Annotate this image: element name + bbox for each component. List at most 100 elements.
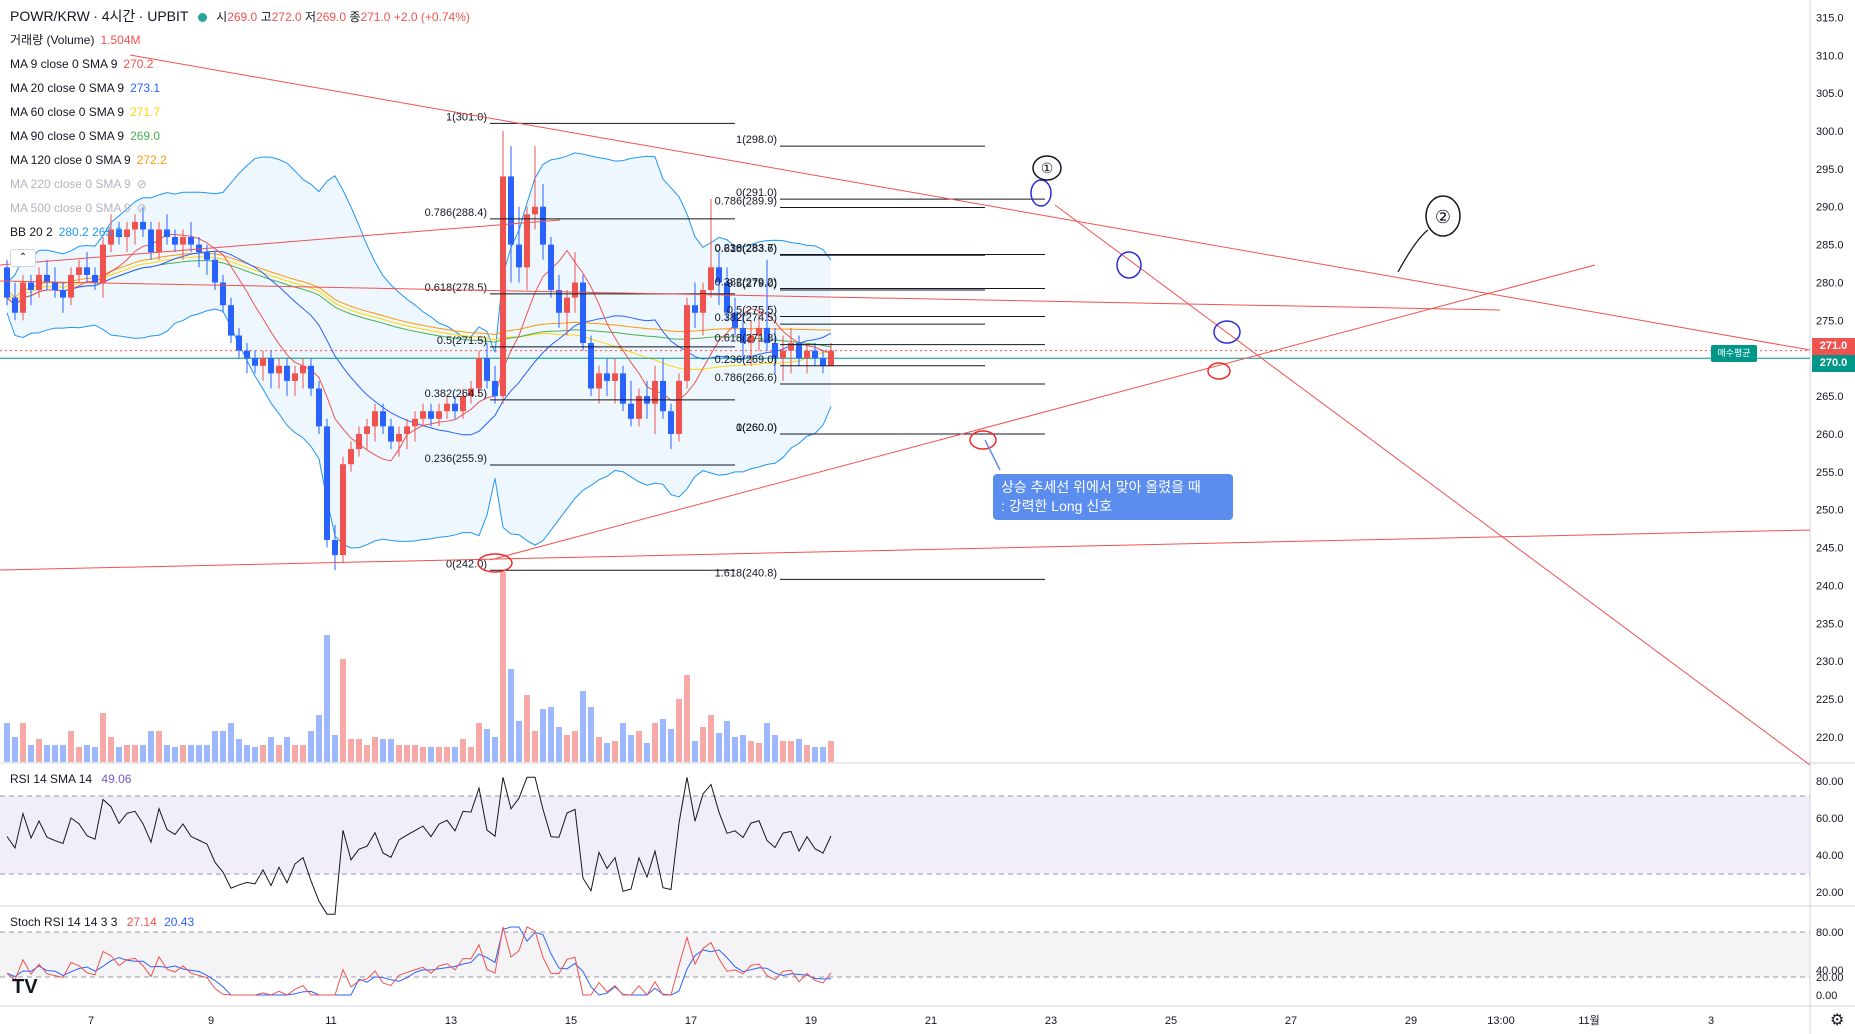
candle-body — [236, 335, 242, 351]
candle-body — [36, 274, 42, 291]
low-circle — [1207, 362, 1231, 380]
time-tick-label: 15 — [565, 1015, 577, 1027]
close-label: 종 — [349, 10, 361, 24]
rsi-name[interactable]: RSI 14 SMA 14 — [10, 772, 93, 786]
stoch-tick-label: 80.00 — [1816, 927, 1844, 939]
volume-bar — [164, 745, 170, 762]
candle-body — [300, 365, 306, 374]
stoch-band — [0, 932, 1810, 977]
candle-body — [476, 358, 482, 389]
bollinger-upper — [6, 152, 832, 353]
candle-body — [572, 282, 578, 298]
price-tick-label: 235.0 — [1816, 618, 1844, 630]
trendline-callout[interactable]: 상승 추세선 위에서 맞아 올렸을 때 : 강력한 Long 신호 — [993, 474, 1233, 520]
tradingview-logo[interactable]: TV — [12, 976, 38, 998]
interval[interactable]: 4시간 — [101, 8, 136, 24]
candle-body — [116, 229, 122, 238]
indicator-legend-row[interactable]: 거래량 (Volume) 1.504M — [10, 28, 470, 52]
candle-body — [700, 290, 706, 313]
time-tick-label: 19 — [805, 1015, 817, 1027]
candle-body — [492, 380, 498, 397]
indicator-value: 269.0 — [130, 129, 161, 143]
indicator-legend-row[interactable]: MA 120 close 0 SMA 9 272.2 — [10, 148, 470, 172]
candle-body — [468, 388, 474, 397]
symbol-name[interactable]: POWR/KRW — [10, 8, 90, 24]
annotation-1-circle — [1032, 155, 1062, 181]
candle-body — [340, 464, 346, 556]
ma120-line — [6, 252, 832, 336]
volume-bar — [716, 733, 722, 762]
volume-bar — [340, 659, 346, 762]
rsi-tick-label: 80.00 — [1816, 776, 1844, 788]
candle-body — [228, 305, 234, 336]
volume-bar — [68, 731, 74, 762]
candle-body — [500, 176, 506, 397]
candle-body — [92, 274, 98, 283]
fib-level-label: 0.618(271.8) — [715, 333, 777, 345]
rsi-tick-label: 60.00 — [1816, 813, 1844, 825]
bollinger-lower — [6, 308, 832, 549]
time-tick-label: 11 — [325, 1015, 336, 1027]
indicator-value: 280.2 265.9 — [58, 225, 123, 239]
volume-bar — [132, 745, 138, 762]
candle-body — [724, 282, 730, 313]
candle-body — [812, 350, 818, 359]
time-tick-label: 23 — [1045, 1015, 1057, 1027]
gear-icon[interactable]: ⚙ — [1830, 1012, 1845, 1029]
collapse-row: ⌃ — [10, 244, 470, 268]
price-tick-label: 255.0 — [1816, 467, 1844, 479]
market-status-icon — [197, 13, 207, 23]
stoch-name[interactable]: Stoch RSI 14 14 3 3 — [10, 915, 118, 929]
annotation-1-label: ① — [1041, 160, 1054, 176]
candle-body — [692, 305, 698, 313]
indicator-value: 271.7 — [130, 105, 161, 119]
indicator-legend-row[interactable]: BB 20 2 280.2 265.9 — [10, 220, 470, 244]
eye-off-icon: ⊘ — [136, 201, 147, 215]
volume-bar — [444, 747, 450, 762]
ma9-line — [6, 234, 832, 462]
eye-off-icon: ⊘ — [136, 177, 147, 191]
volume-bar — [484, 729, 490, 762]
volume-bar — [364, 745, 370, 762]
candle-body — [524, 214, 530, 268]
candle-body — [132, 221, 138, 230]
volume-bar — [44, 745, 50, 762]
volume-bar — [388, 739, 394, 762]
volume-bar — [612, 741, 618, 762]
volume-bar — [692, 741, 698, 762]
volume-bar — [52, 745, 58, 762]
candle-body — [52, 282, 58, 291]
volume-bar — [596, 737, 602, 762]
rsi-tick-label: 20.00 — [1816, 887, 1844, 899]
indicator-name: MA 20 close 0 SMA 9 — [10, 81, 125, 95]
fib-level-label: 0.236(283.7) — [715, 242, 777, 254]
indicator-legend-row[interactable]: MA 90 close 0 SMA 9 269.0 — [10, 124, 470, 148]
indicator-name: 거래량 (Volume) — [10, 33, 95, 47]
chevron-up-icon[interactable]: ⌃ — [10, 249, 36, 267]
indicator-legend-row[interactable]: MA 500 close 0 SMA 9 ⊘ — [10, 196, 470, 220]
indicator-legend-row[interactable]: MA 60 close 0 SMA 9 271.7 — [10, 100, 470, 124]
indicator-legend-row[interactable]: MA 220 close 0 SMA 9 ⊘ — [10, 172, 470, 196]
high-label: 고 — [260, 10, 272, 24]
candle-body — [788, 343, 794, 351]
indicator-legend-row[interactable]: MA 9 close 0 SMA 9 270.2 — [10, 52, 470, 76]
candle-body — [60, 290, 66, 298]
indicator-legend-row[interactable]: MA 20 close 0 SMA 9 273.1 — [10, 76, 470, 100]
volume-bar — [28, 745, 34, 762]
candle-body — [20, 282, 26, 313]
volume-bar — [60, 745, 66, 762]
indicator-name: MA 9 close 0 SMA 9 — [10, 57, 118, 71]
volume-bar — [780, 741, 786, 762]
trendline-ascending — [489, 264, 1596, 561]
volume-bar — [756, 743, 762, 762]
time-tick-label: 9 — [208, 1015, 214, 1027]
volume-bar — [92, 747, 98, 762]
indicator-name: BB 20 2 — [10, 225, 53, 239]
volume-bar — [188, 745, 194, 762]
ma60-line — [6, 256, 832, 370]
candle-body — [372, 411, 378, 427]
time-tick-label: 3 — [1708, 1015, 1714, 1027]
volume-bar — [12, 737, 18, 762]
volume-bar — [348, 739, 354, 762]
